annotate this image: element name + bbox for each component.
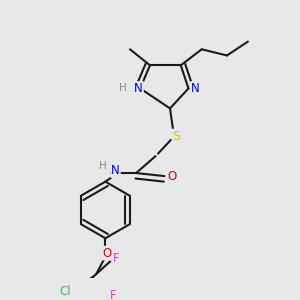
Text: F: F	[110, 289, 116, 300]
Text: N: N	[191, 82, 200, 95]
Text: O: O	[102, 247, 112, 260]
Text: F: F	[112, 252, 119, 265]
Text: S: S	[172, 130, 181, 142]
Text: Cl: Cl	[59, 285, 70, 298]
Text: H: H	[119, 83, 127, 93]
Text: O: O	[167, 169, 177, 183]
Text: N: N	[111, 164, 120, 177]
Text: H: H	[99, 161, 107, 171]
Text: N: N	[134, 82, 143, 95]
